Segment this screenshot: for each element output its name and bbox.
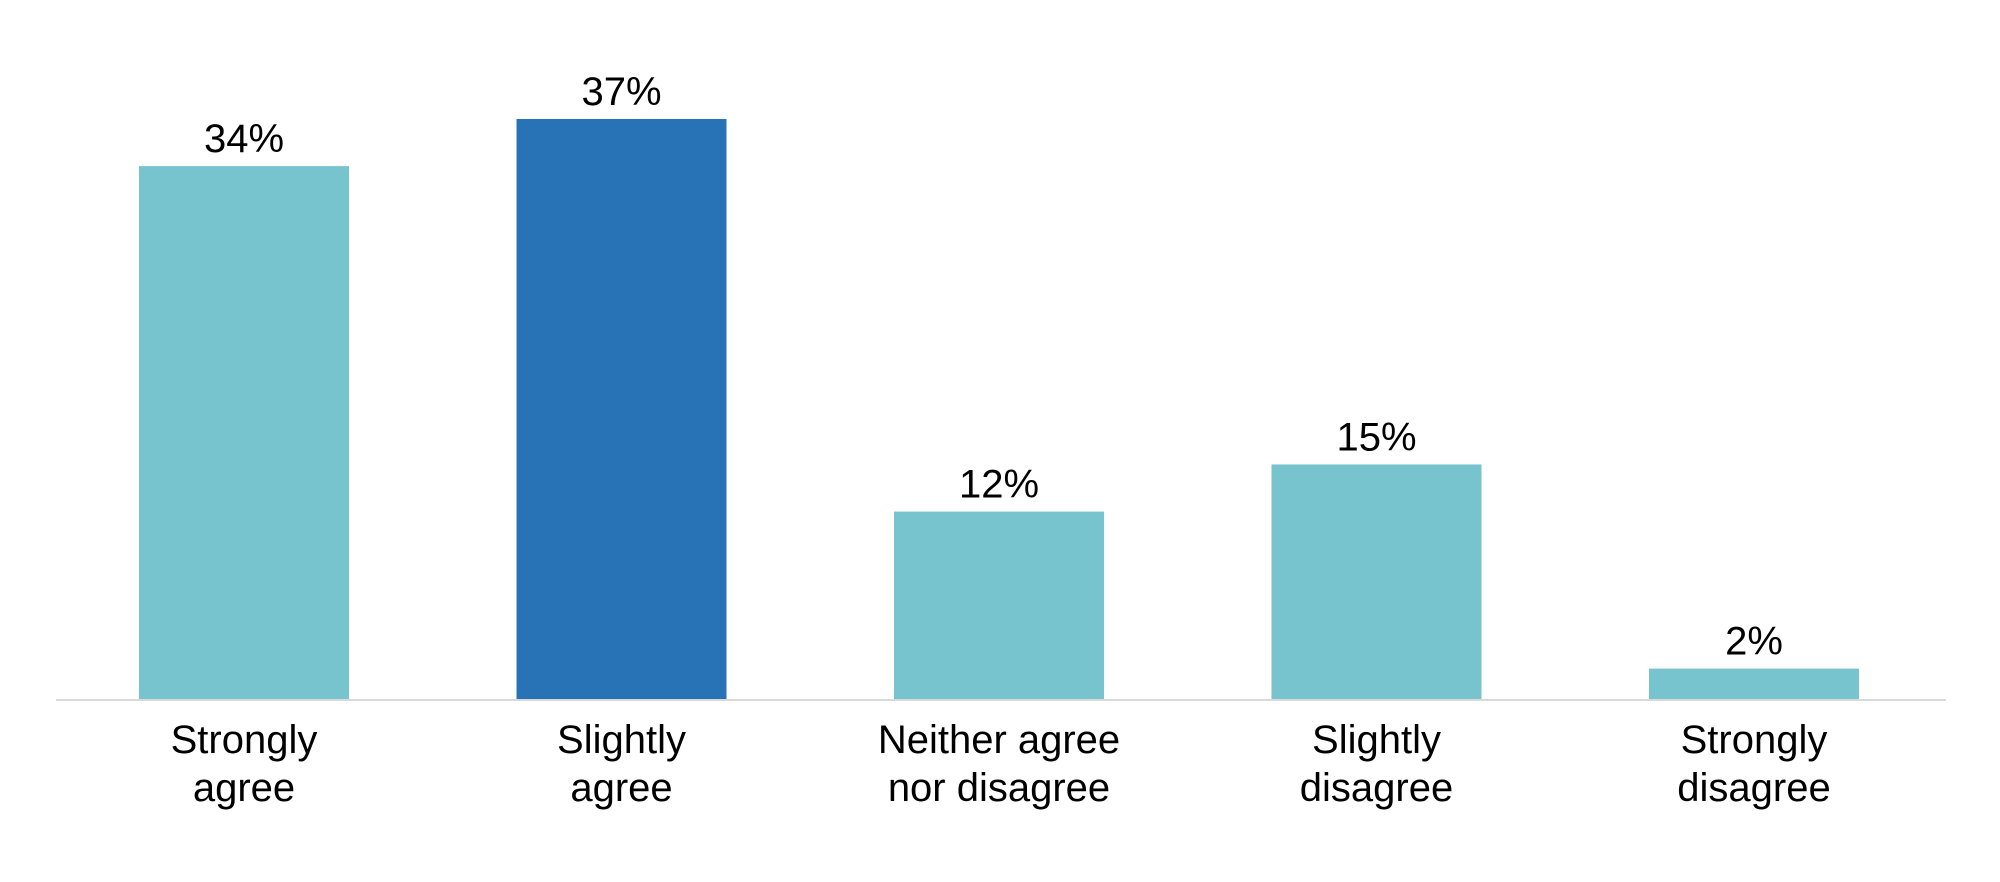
bar-neither-agree-nor-disagree — [894, 511, 1104, 700]
bar-slightly-agree — [516, 119, 727, 700]
bars-layer — [139, 119, 1859, 701]
data-label-slightly-disagree: 15% — [1336, 415, 1416, 459]
category-label-slightly-disagree-line-1: Slightly — [1312, 718, 1441, 762]
category-label-strongly-disagree-line-2: disagree — [1677, 766, 1830, 810]
data-label-strongly-disagree: 2% — [1725, 620, 1783, 664]
category-label-strongly-agree-line-1: Strongly — [171, 718, 318, 762]
category-label-neither-agree-nor-disagree-line-1: Neither agree — [878, 718, 1120, 762]
category-label-neither-agree-nor-disagree-line-2: nor disagree — [888, 766, 1110, 810]
data-label-slightly-agree: 37% — [581, 70, 661, 114]
bar-slightly-disagree — [1271, 464, 1482, 700]
data-label-strongly-agree: 34% — [204, 117, 284, 161]
category-label-slightly-agree-line-1: Slightly — [557, 718, 686, 762]
bar-strongly-agree — [139, 166, 349, 701]
category-label-strongly-agree-line-2: agree — [193, 766, 295, 810]
category-label-slightly-agree-line-2: agree — [570, 766, 672, 810]
category-label-strongly-disagree-line-1: Strongly — [1681, 718, 1828, 762]
data-label-neither-agree-nor-disagree: 12% — [959, 463, 1039, 507]
category-label-slightly-disagree-line-2: disagree — [1300, 766, 1453, 810]
labels-layer: 34%Stronglyagree37%Slightlyagree12%Neith… — [171, 70, 1831, 810]
bar-strongly-disagree — [1649, 668, 1859, 700]
